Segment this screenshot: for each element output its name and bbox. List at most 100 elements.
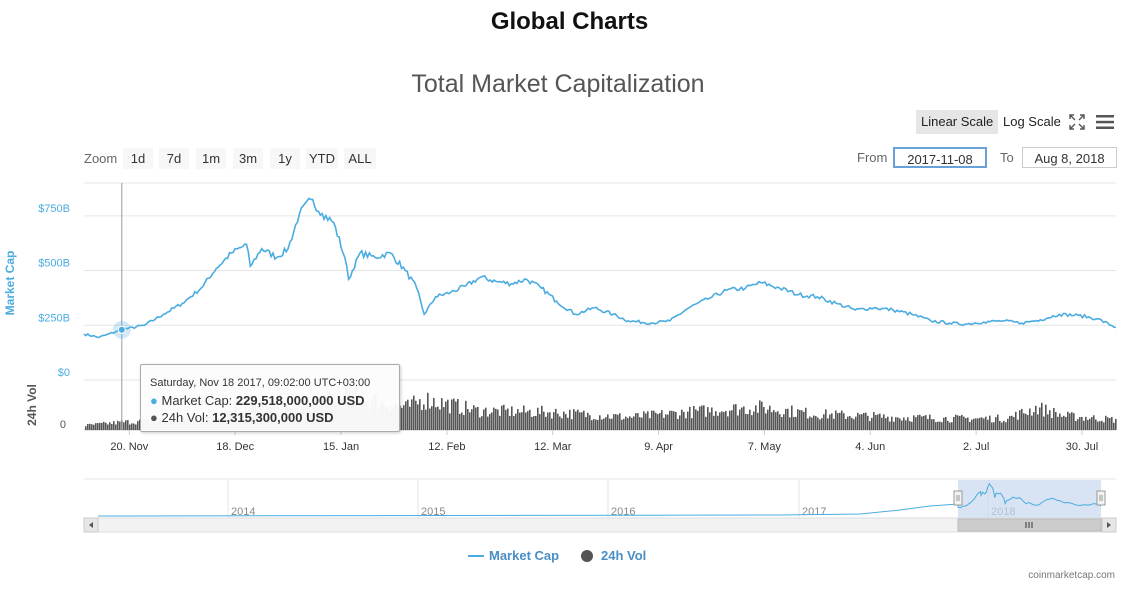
volume-bar — [945, 416, 947, 430]
hover-point — [117, 325, 126, 334]
volume-bar — [703, 405, 705, 430]
volume-bar — [115, 424, 117, 430]
volume-bar — [119, 421, 121, 430]
volume-bar — [609, 418, 611, 430]
volume-bar — [523, 405, 525, 430]
x-tick-label: 30. Jul — [1066, 441, 1098, 453]
volume-bar — [449, 413, 451, 430]
volume-bar — [803, 411, 805, 430]
zoom-1m-button[interactable]: 1m — [196, 148, 226, 169]
volume-bar — [433, 397, 435, 430]
credits[interactable]: coinmarketcap.com — [1028, 570, 1115, 581]
zoom-ytd-button[interactable]: YTD — [306, 148, 338, 169]
volume-bar — [729, 410, 731, 430]
volume-bar — [907, 417, 909, 430]
volume-bar — [521, 412, 523, 430]
volume-bar — [551, 418, 553, 430]
volume-bar — [801, 410, 803, 430]
volume-bar — [745, 413, 747, 430]
volume-bar — [1025, 413, 1027, 430]
volume-bar — [875, 414, 877, 430]
volume-bar — [107, 424, 109, 430]
legend-market-cap[interactable]: Market Cap — [489, 548, 560, 563]
volume-bar — [591, 420, 593, 430]
to-date-input[interactable]: Aug 8, 2018 — [1022, 147, 1117, 168]
volume-bar — [993, 422, 995, 430]
navigator-handle-left[interactable] — [953, 490, 963, 506]
volume-bar — [673, 411, 675, 430]
volume-bar — [539, 414, 541, 430]
volume-bar — [99, 422, 101, 430]
volume-bar — [991, 422, 993, 430]
volume-bar — [777, 411, 779, 430]
volume-bar — [721, 411, 723, 430]
volume-bar — [667, 414, 669, 430]
legend-vol[interactable]: 24h Vol — [601, 548, 647, 563]
volume-bar — [1017, 419, 1019, 430]
zoom-1d-button[interactable]: 1d — [123, 148, 153, 169]
volume-bar — [1053, 408, 1055, 430]
volume-bar — [135, 424, 137, 430]
volume-bar — [113, 421, 115, 430]
x-tick-label: 20. Nov — [110, 441, 148, 453]
volume-bar — [633, 416, 635, 430]
volume-bar — [811, 417, 813, 430]
volume-bar — [577, 409, 579, 430]
volume-bar — [873, 412, 875, 430]
volume-bar — [481, 416, 483, 430]
volume-bar — [839, 412, 841, 430]
volume-bar — [679, 415, 681, 430]
volume-bar — [867, 415, 869, 430]
navigator-handle-right[interactable] — [1096, 490, 1106, 506]
volume-bar — [535, 415, 537, 430]
volume-bar — [1049, 410, 1051, 430]
volume-bar — [471, 409, 473, 430]
volume-bar — [111, 423, 113, 430]
volume-bar — [1073, 413, 1075, 430]
x-tick-label: 2. Jul — [963, 441, 989, 453]
volume-bar — [693, 405, 695, 430]
volume-bar — [1093, 415, 1095, 430]
x-tick-label: 18. Dec — [216, 441, 254, 453]
hamburger-menu-icon[interactable] — [1096, 114, 1114, 130]
volume-bar — [455, 401, 457, 430]
volume-bar — [569, 409, 571, 430]
volume-bar — [755, 405, 757, 430]
y-axis-ticks: $0 $250B $500B $750B — [38, 203, 70, 379]
zoom-7d-button[interactable]: 7d — [159, 148, 189, 169]
volume-bar — [529, 409, 531, 430]
volume-bar — [905, 420, 907, 430]
volume-bar — [1013, 417, 1015, 430]
fullscreen-icon[interactable] — [1069, 114, 1085, 130]
zoom-1y-button[interactable]: 1y — [270, 148, 300, 169]
volume-bar — [1033, 412, 1035, 430]
from-date-input[interactable]: 2017-11-08 — [893, 147, 987, 168]
volume-bar — [491, 412, 493, 430]
volume-bar — [731, 410, 733, 430]
volume-bar — [791, 405, 793, 430]
x-tick-label: 4. Jun — [855, 441, 885, 453]
volume-bar — [1019, 410, 1021, 430]
volume-bar — [561, 418, 563, 430]
volume-bar — [637, 413, 639, 430]
volume-bar — [615, 414, 617, 430]
volume-bar — [931, 419, 933, 430]
volume-bar — [513, 415, 515, 430]
volume-bar — [1107, 417, 1109, 430]
volume-bar — [897, 417, 899, 430]
zoom-all-button[interactable]: ALL — [344, 148, 376, 169]
volume-bar — [689, 406, 691, 430]
volume-bar — [883, 414, 885, 430]
volume-bar — [711, 407, 713, 430]
linear-scale-button[interactable]: Linear Scale — [916, 110, 999, 134]
zoom-3m-button[interactable]: 3m — [233, 148, 263, 169]
volume-bar — [763, 407, 765, 430]
volume-bar — [435, 407, 437, 430]
volume-bar — [1005, 422, 1007, 430]
volume-bar — [503, 404, 505, 430]
volume-bar — [417, 404, 419, 430]
volume-bar — [821, 418, 823, 430]
volume-bar — [651, 410, 653, 430]
log-scale-button[interactable]: Log Scale — [1003, 114, 1061, 129]
volume-bar — [1083, 420, 1085, 430]
